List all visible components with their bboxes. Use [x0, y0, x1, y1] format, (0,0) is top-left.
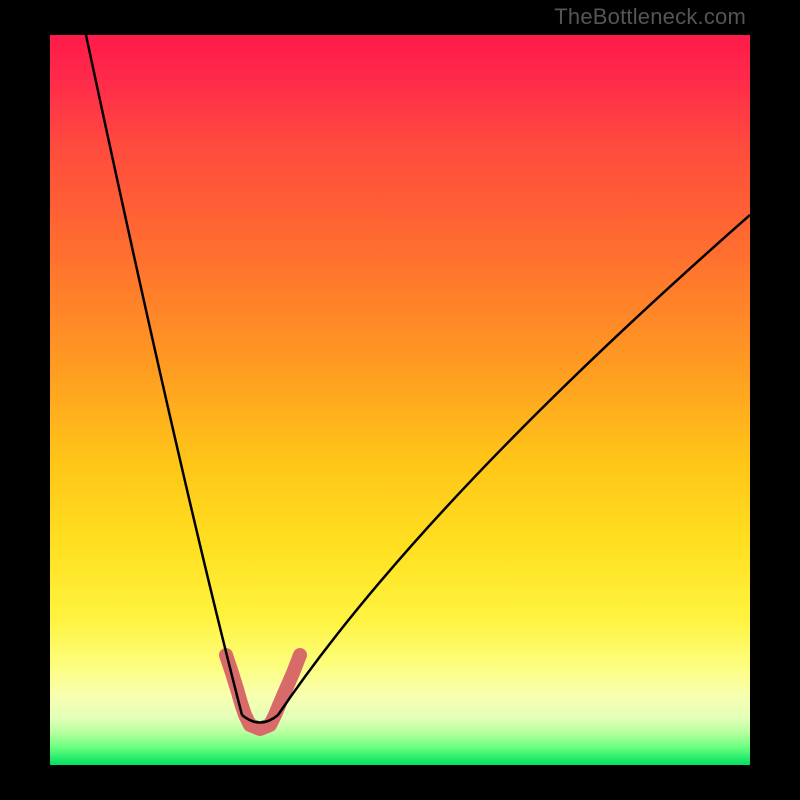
frame-border [750, 0, 800, 800]
curve-right [278, 215, 750, 715]
frame-border [0, 0, 50, 800]
plot-area [50, 35, 750, 765]
curve-layer [50, 35, 750, 765]
curve-left [86, 35, 242, 715]
chart-canvas: TheBottleneck.com [0, 0, 800, 800]
frame-border [0, 765, 800, 800]
watermark-text: TheBottleneck.com [554, 4, 746, 30]
